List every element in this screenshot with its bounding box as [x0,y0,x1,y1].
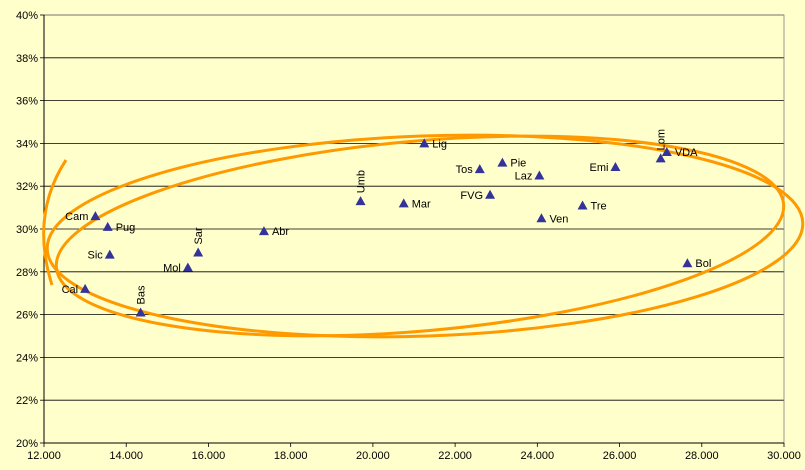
point-label: Lom [656,129,668,150]
data-point-bas [135,307,146,317]
point-label: Umb [356,170,368,193]
data-point-abr [258,226,269,236]
x-tick-label: 24.000 [521,450,555,462]
point-label: VDA [675,147,698,159]
point-label: Mar [412,198,431,210]
data-point-laz [534,170,545,180]
point-label: Emi [589,162,608,174]
x-tick-label: 26.000 [603,450,637,462]
data-point-lig [419,138,430,148]
y-tick-label: 26% [16,310,38,322]
y-tick-label: 24% [16,352,38,364]
point-label: Pug [116,222,136,234]
data-point-emi [610,161,621,171]
point-label: Sar [193,227,205,244]
point-label: Mol [163,263,181,275]
x-tick-label: 12.000 [27,450,61,462]
y-tick-label: 34% [16,138,38,150]
data-point-sic [104,249,115,259]
point-label: Bol [695,258,711,270]
data-point-vda [661,146,672,156]
x-tick-label: 28.000 [685,450,719,462]
point-label: Abr [272,226,289,238]
point-label: Tos [456,164,474,176]
point-label: Cam [65,211,88,223]
x-tick-label: 18.000 [274,450,308,462]
point-label: Sic [87,250,103,262]
gridlines [43,14,785,444]
x-tick-label: 22.000 [438,450,472,462]
y-tick-label: 20% [16,438,38,450]
data-point-ven [536,213,547,223]
point-label: Cal [62,284,79,296]
data-point-lom [655,153,666,163]
x-tick-label: 16.000 [192,450,226,462]
y-tick-label: 36% [16,96,38,108]
y-axis: 20% 22% 24% 26% 28% 30% 32% 34% 36% 38% 40% [16,10,45,450]
y-tick-label: 28% [16,267,38,279]
y-tick-label: 40% [16,10,38,22]
annotation-ellipse-inner [54,134,786,338]
y-tick-label: 30% [16,224,38,236]
data-point-tos [474,164,485,174]
point-label: Tre [591,200,607,212]
x-axis: 12.000 14.000 16.000 18.000 20.000 22.000 24.0… [27,442,801,462]
x-tick-label: 30.000 [767,450,801,462]
annotation-ellipse-outer [45,133,805,339]
point-label: Pie [510,158,526,170]
point-label: Ven [549,213,568,225]
y-tick-label: 38% [16,53,38,65]
y-tick-label: 22% [16,395,38,407]
data-point-pug [102,221,113,231]
x-tick-label: 14.000 [109,450,143,462]
data-point-cam [90,211,101,221]
point-label: FVG [460,190,483,202]
annotation-ellipses [42,133,805,339]
point-label: Lig [432,138,447,150]
x-tick-label: 20.000 [356,450,390,462]
data-point-tre [577,200,588,210]
data-point-mar [398,198,409,208]
data-point-mol [182,262,193,272]
annotation-stroke-left [42,159,68,286]
point-label: Bas [136,285,148,304]
data-point-pie [497,157,508,167]
data-point-cal [80,283,91,293]
point-label: Laz [515,171,533,183]
data-point-fvg [485,189,496,199]
data-points: Cal Cam Pug Sic Bas Mol Sar Abr Umb Mar Lig Tos FVG P… [62,129,711,317]
data-point-sar [193,247,204,257]
data-point-bol [682,258,693,268]
data-point-umb [355,196,366,206]
y-tick-label: 32% [16,181,38,193]
